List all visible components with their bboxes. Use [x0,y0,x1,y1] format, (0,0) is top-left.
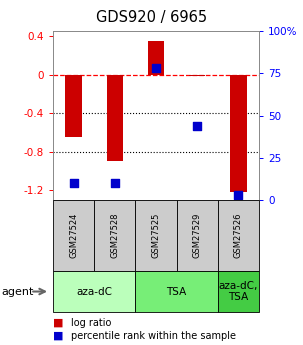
Text: ■: ■ [53,318,64,327]
Point [195,123,200,128]
Text: GSM27528: GSM27528 [110,213,119,258]
Point [236,192,241,198]
Text: TSA: TSA [167,287,187,296]
Text: GSM27524: GSM27524 [69,213,78,258]
Bar [189,75,205,77]
Text: ■: ■ [53,331,64,341]
Text: percentile rank within the sample: percentile rank within the sample [71,331,236,341]
Text: GSM27529: GSM27529 [193,213,202,258]
Point [71,180,76,186]
Text: GSM27525: GSM27525 [152,213,161,258]
Bar [65,75,82,137]
Bar [230,75,247,193]
Text: GSM27526: GSM27526 [234,213,243,258]
Point [154,66,158,71]
Text: agent: agent [2,287,34,296]
Text: aza-dC,
TSA: aza-dC, TSA [219,281,258,302]
Text: aza-dC: aza-dC [76,287,112,296]
Point [112,180,117,186]
Bar [107,75,123,161]
Text: GDS920 / 6965: GDS920 / 6965 [96,10,207,25]
Bar [148,41,164,75]
Text: log ratio: log ratio [71,318,112,327]
